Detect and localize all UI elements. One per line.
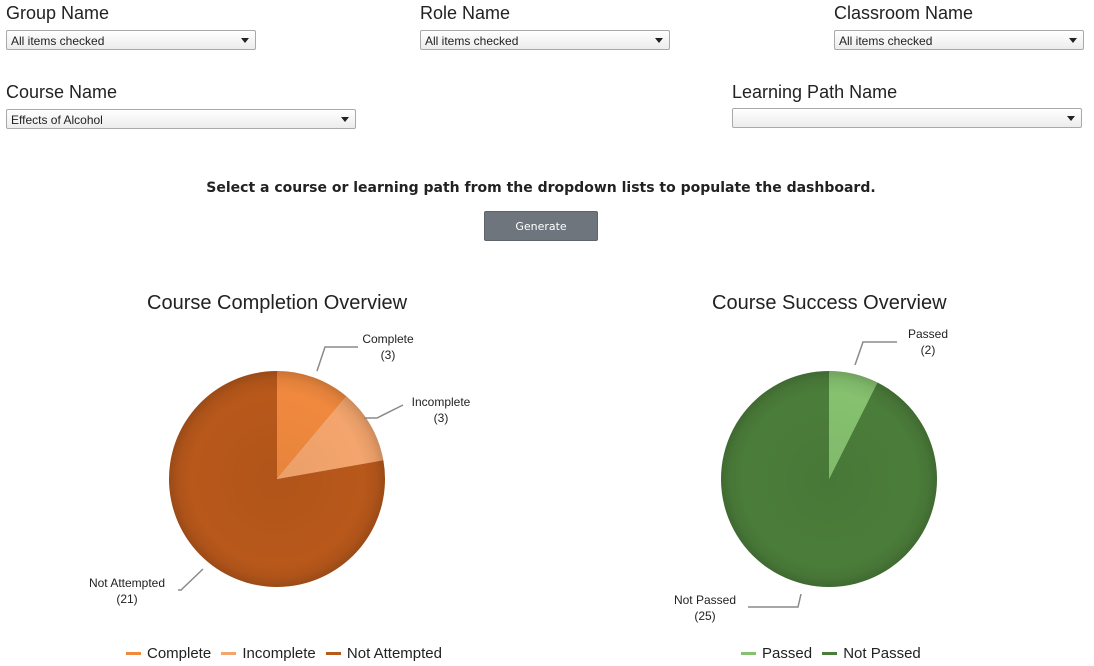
legend-label: Incomplete bbox=[242, 645, 316, 662]
slice-name: Not Attempted bbox=[88, 576, 166, 590]
chevron-down-icon bbox=[655, 38, 663, 43]
slice-name: Complete bbox=[362, 332, 414, 346]
role-name-value: All items checked bbox=[425, 34, 519, 48]
legend-label: Passed bbox=[762, 645, 813, 662]
slice-value: (21) bbox=[116, 592, 138, 606]
legend-label: Not Attempted bbox=[346, 645, 442, 662]
success-chart-title: Course Success Overview bbox=[712, 292, 947, 314]
legend-swatch bbox=[822, 651, 838, 655]
course-name-select[interactable]: Effects of Alcohol bbox=[6, 109, 356, 129]
completion-pie bbox=[168, 371, 385, 587]
leader-line bbox=[316, 346, 358, 372]
chevron-down-icon bbox=[241, 38, 249, 43]
chevron-down-icon bbox=[1069, 38, 1077, 43]
legend-item-passed[interactable]: Passed bbox=[741, 645, 812, 662]
completion-legend: Complete Incomplete Not Attempted bbox=[126, 645, 448, 662]
group-name-label: Group Name bbox=[6, 3, 110, 23]
slice-name: Not Passed bbox=[673, 593, 737, 607]
slice-label-complete: Complete (3) bbox=[352, 331, 424, 363]
success-pie bbox=[721, 371, 937, 588]
role-name-label: Role Name bbox=[420, 3, 511, 23]
course-name-value: Effects of Alcohol bbox=[11, 113, 103, 127]
course-name-label: Course Name bbox=[6, 82, 118, 102]
slice-name: Incomplete bbox=[411, 395, 471, 409]
legend-item-incomplete[interactable]: Incomplete bbox=[221, 645, 316, 662]
slice-name: Passed bbox=[907, 327, 949, 341]
learning-path-name-select[interactable] bbox=[732, 108, 1082, 128]
slice-value: (3) bbox=[433, 411, 449, 425]
slice-value: (3) bbox=[380, 348, 396, 362]
group-name-select[interactable]: All items checked bbox=[6, 30, 256, 50]
slice-value: (25) bbox=[694, 609, 716, 623]
legend-swatch bbox=[741, 651, 756, 655]
instruction-text: Select a course or learning path from th… bbox=[206, 180, 876, 196]
slice-value: (2) bbox=[920, 343, 936, 357]
classroom-name-select[interactable]: All items checked bbox=[834, 30, 1084, 50]
success-legend: Passed Not Passed bbox=[741, 645, 927, 662]
slice-label-not-attempted: Not Attempted (21) bbox=[80, 575, 174, 607]
legend-swatch bbox=[325, 651, 341, 655]
leader-line bbox=[854, 341, 897, 366]
chevron-down-icon bbox=[341, 117, 349, 122]
leader-line bbox=[748, 593, 802, 608]
leader-lines bbox=[178, 341, 897, 608]
slice-label-not-passed: Not Passed (25) bbox=[664, 592, 746, 624]
learning-path-name-label: Learning Path Name bbox=[732, 82, 898, 102]
legend-swatch bbox=[126, 651, 141, 655]
legend-swatch bbox=[221, 651, 237, 655]
classroom-name-value: All items checked bbox=[839, 34, 933, 48]
legend-label: Complete bbox=[147, 645, 212, 662]
leader-line bbox=[178, 568, 204, 591]
chevron-down-icon bbox=[1067, 116, 1075, 121]
legend-item-not-passed[interactable]: Not Passed bbox=[822, 645, 921, 662]
role-name-select[interactable]: All items checked bbox=[420, 30, 670, 50]
generate-dashboard-button[interactable]: Generate Dashboard bbox=[484, 211, 598, 263]
classroom-name-label: Classroom Name bbox=[834, 3, 974, 23]
completion-chart-title: Course Completion Overview bbox=[147, 292, 408, 314]
legend-item-complete[interactable]: Complete bbox=[126, 645, 211, 662]
slice-label-incomplete: Incomplete (3) bbox=[401, 394, 481, 426]
group-name-value: All items checked bbox=[11, 34, 105, 48]
legend-label: Not Passed bbox=[843, 645, 921, 662]
leader-line bbox=[364, 404, 404, 419]
legend-item-not-attempted[interactable]: Not Attempted bbox=[325, 645, 442, 662]
pie-slice-not-passed[interactable] bbox=[721, 371, 937, 588]
slice-label-passed: Passed (2) bbox=[898, 326, 958, 358]
